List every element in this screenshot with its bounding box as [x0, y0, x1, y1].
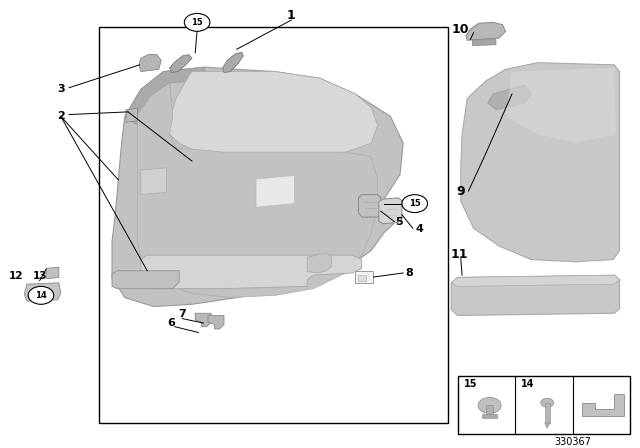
Polygon shape [195, 313, 211, 327]
Text: 5: 5 [395, 216, 403, 227]
Text: 330367: 330367 [554, 437, 591, 447]
Bar [458, 376, 630, 434]
Polygon shape [451, 275, 620, 315]
Polygon shape [208, 315, 224, 329]
Polygon shape [125, 67, 205, 125]
Bar [358, 275, 366, 280]
Text: 15: 15 [463, 379, 477, 389]
Text: 6: 6 [168, 318, 175, 328]
Polygon shape [141, 168, 166, 194]
Polygon shape [472, 39, 496, 46]
Text: 3: 3 [57, 85, 65, 95]
Text: 2: 2 [57, 112, 65, 121]
Polygon shape [307, 253, 332, 273]
Bar [355, 271, 373, 283]
Circle shape [478, 397, 501, 414]
Ellipse shape [402, 194, 428, 212]
Circle shape [541, 398, 554, 407]
Ellipse shape [184, 13, 210, 31]
Polygon shape [112, 271, 179, 289]
Bar [99, 27, 448, 423]
Text: 1: 1 [287, 9, 296, 22]
Polygon shape [545, 423, 550, 428]
Text: 8: 8 [406, 268, 413, 278]
Polygon shape [170, 72, 378, 157]
Polygon shape [139, 55, 161, 72]
Bar [486, 405, 493, 415]
Text: 15: 15 [191, 18, 203, 27]
Polygon shape [223, 52, 243, 73]
Text: 14: 14 [521, 379, 535, 389]
Polygon shape [170, 55, 192, 73]
Polygon shape [46, 267, 59, 279]
Polygon shape [379, 198, 402, 224]
Text: 4: 4 [415, 224, 423, 234]
Polygon shape [358, 194, 381, 217]
Text: 11: 11 [451, 248, 468, 261]
Polygon shape [461, 63, 620, 262]
Polygon shape [125, 83, 378, 297]
Text: 14: 14 [35, 291, 47, 300]
Polygon shape [451, 275, 620, 286]
Bar [482, 414, 497, 418]
Text: 9: 9 [456, 185, 465, 198]
Ellipse shape [28, 286, 54, 304]
Polygon shape [466, 22, 506, 40]
Polygon shape [256, 176, 294, 207]
Text: 12: 12 [9, 271, 23, 281]
Polygon shape [506, 68, 616, 143]
Polygon shape [488, 85, 531, 110]
Text: 10: 10 [452, 22, 470, 35]
Polygon shape [24, 283, 61, 301]
Bar [545, 403, 550, 423]
Polygon shape [141, 255, 362, 289]
Polygon shape [126, 108, 138, 122]
Text: 13: 13 [33, 271, 47, 281]
Polygon shape [582, 394, 624, 416]
Text: 7: 7 [179, 309, 186, 319]
Text: 15: 15 [409, 199, 420, 208]
Polygon shape [112, 67, 403, 306]
